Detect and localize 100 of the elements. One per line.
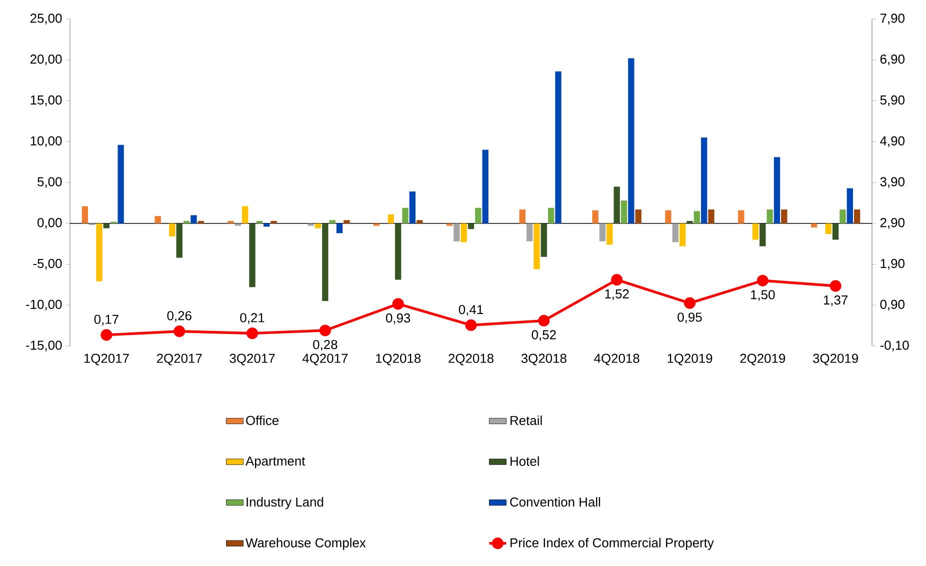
- legend-label: Hotel: [510, 456, 539, 466]
- bar: [329, 220, 336, 224]
- bar: [388, 214, 394, 224]
- point: [756, 274, 768, 286]
- bar: [308, 223, 314, 226]
- bar: [825, 223, 832, 234]
- bar: [409, 191, 416, 224]
- y-tick-label: -5,00: [33, 258, 62, 270]
- y-tick-label: 20,00: [30, 54, 62, 66]
- x-tick-label: 3Q2018: [521, 354, 566, 366]
- bar: [402, 208, 408, 224]
- bar: [774, 157, 780, 224]
- bar: [82, 206, 88, 224]
- bar: [519, 209, 526, 224]
- bar: [344, 220, 350, 224]
- x-tick-label: 2Q2019: [740, 354, 786, 366]
- bar: [832, 223, 839, 240]
- legend-label: Price Index of Commercial Property: [510, 538, 714, 550]
- bar: [270, 220, 277, 224]
- bar: [314, 223, 322, 228]
- x-tick-label: 1Q2018: [376, 354, 421, 366]
- data-label: 1,52: [605, 289, 629, 300]
- y2-tick-label: 7,90: [880, 14, 904, 24]
- point: [465, 319, 477, 331]
- y2-tick-label: 3,90: [880, 177, 904, 188]
- x-tick-label: 1Q2017: [84, 354, 129, 366]
- legend-label: Office: [246, 416, 278, 426]
- bar: [249, 223, 256, 288]
- bar: [475, 208, 482, 224]
- y2-tick-label: 0,90: [880, 300, 904, 310]
- y-tick-label: 10,00: [30, 136, 62, 147]
- y2-tick-label: 1,90: [880, 258, 904, 270]
- y2-tick-label: 5,90: [880, 95, 904, 106]
- data-label: 0,17: [94, 314, 118, 326]
- y2-tick-label: -0,10: [880, 340, 909, 352]
- point: [392, 298, 404, 310]
- bar: [322, 223, 328, 302]
- bar: [228, 220, 234, 224]
- point: [538, 314, 550, 326]
- bar: [635, 209, 642, 224]
- y2-tick-label: 2,90: [880, 218, 904, 229]
- bar: [840, 209, 846, 224]
- bar: [810, 223, 818, 228]
- bar: [540, 223, 548, 257]
- bar: [534, 223, 540, 270]
- y2-tick-label: 6,90: [880, 54, 904, 66]
- legend-label: Apartment: [246, 456, 306, 468]
- data-label: 0,21: [240, 313, 264, 324]
- bar: [760, 223, 766, 246]
- y-tick-label: -10,00: [26, 300, 62, 310]
- bar: [96, 223, 102, 282]
- bar: [628, 58, 634, 224]
- x-tick-label: 2Q2018: [448, 354, 494, 366]
- bar: [460, 223, 467, 242]
- bar: [176, 223, 182, 258]
- y2-tick-label: 4,90: [880, 136, 904, 147]
- bar: [700, 138, 708, 224]
- bar: [599, 223, 606, 242]
- point: [100, 329, 112, 341]
- bar: [686, 220, 693, 224]
- data-label: 1,37: [824, 295, 848, 306]
- bar: [548, 208, 554, 224]
- legend-label: Industry Land: [246, 497, 324, 510]
- legend-label: Retail: [510, 416, 542, 426]
- legend-label: Warehouse Complex: [246, 538, 366, 550]
- bar: [198, 220, 204, 224]
- point: [684, 297, 696, 309]
- bar: [665, 210, 672, 224]
- bar: [752, 223, 759, 240]
- bar: [154, 216, 161, 224]
- bar: [854, 209, 860, 224]
- bar: [482, 150, 488, 224]
- bar: [454, 223, 460, 242]
- x-tick-label: 3Q2017: [230, 354, 275, 366]
- data-label: 0,26: [167, 311, 192, 322]
- y-tick-label: 15,00: [30, 95, 62, 106]
- bar: [336, 223, 343, 234]
- bar: [846, 188, 853, 224]
- bar: [118, 144, 124, 224]
- data-label: 0,28: [313, 340, 338, 351]
- point: [611, 274, 623, 286]
- point: [246, 328, 258, 340]
- bar: [526, 223, 533, 242]
- point: [319, 324, 331, 336]
- x-tick-label: 3Q2019: [813, 354, 858, 366]
- bar: [620, 200, 628, 224]
- point: [174, 326, 186, 338]
- data-label: 0,52: [532, 330, 556, 341]
- bar: [256, 220, 263, 224]
- bar: [679, 223, 686, 246]
- bar: [672, 223, 678, 242]
- bar: [606, 223, 613, 245]
- bar: [446, 223, 453, 226]
- bar: [555, 71, 562, 224]
- x-tick-label: 4Q2017: [302, 354, 348, 366]
- y-tick-label: 0,00: [38, 218, 62, 229]
- bar: [416, 220, 423, 224]
- bar: [169, 223, 176, 236]
- y-tick-label: 5,00: [38, 177, 62, 188]
- bar: [373, 223, 380, 226]
